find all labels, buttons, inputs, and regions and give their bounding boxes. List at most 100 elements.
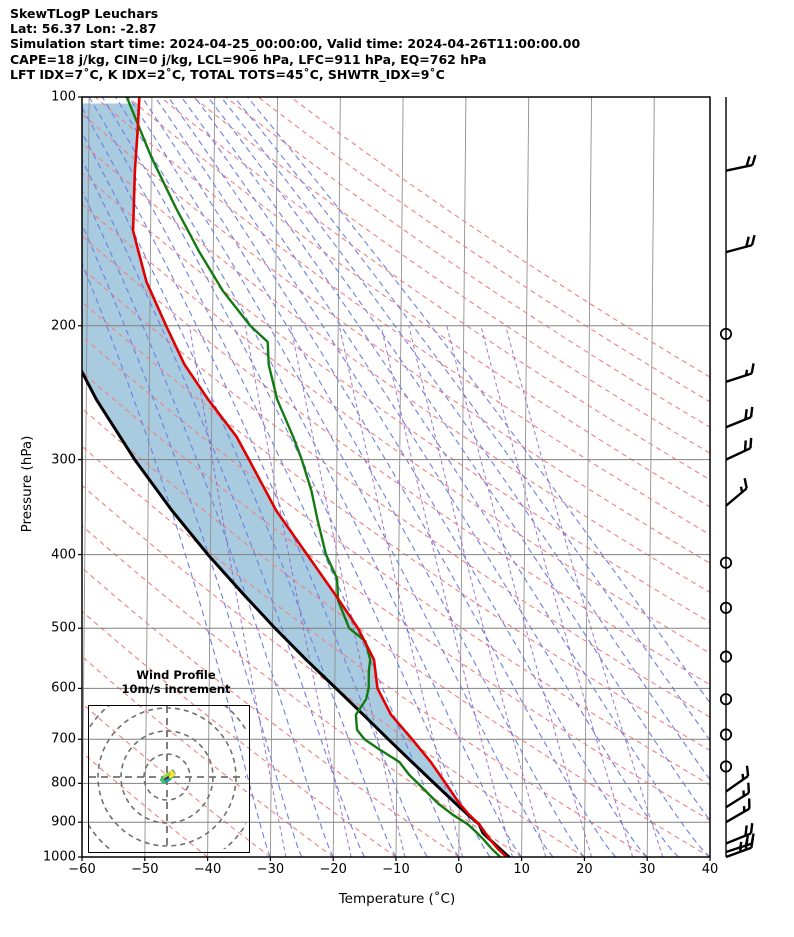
y-tick-label-600: 600: [51, 680, 76, 696]
wind-barb-237: [725, 363, 755, 383]
header-location: Lat: 56.37 Lon: -2.87: [10, 21, 157, 37]
y-tick-label-100: 100: [51, 89, 76, 105]
x-tick-label-40: 40: [701, 862, 719, 877]
wind-barb-860: [725, 782, 751, 809]
wind-barb-690: [719, 728, 733, 741]
barb-shaft: [725, 163, 753, 172]
moist-adiabat--30: [82, 261, 271, 857]
isotherm--60: [82, 97, 90, 857]
isotherm--10: [395, 97, 404, 857]
dry-adiabat-100: [82, 203, 710, 654]
cape-shaded-region: [82, 103, 480, 825]
hodograph-title: Wind Profile 10m/s increment: [96, 668, 256, 696]
x-tick-label--30: −30: [256, 862, 285, 877]
dry-adiabat-lines: [82, 97, 710, 857]
calm-circle-icon: [719, 601, 733, 614]
header-indices-2: LFT IDX=7˚C, K IDX=2˚C, TOTAL TOTS=45˚C,…: [10, 66, 445, 82]
dry-adiabat-90: [82, 235, 710, 686]
dry-adiabat-160: [160, 97, 710, 481]
barb-half: [741, 773, 745, 780]
y-tick-label-300: 300: [51, 452, 76, 468]
mixing-ratio-10: [408, 325, 547, 857]
dry-adiabat-140: [95, 97, 710, 536]
moist-adiabat-45: [207, 97, 710, 822]
cape-area: [82, 103, 480, 825]
dry-adiabat-50: [82, 371, 710, 822]
hodo-segment-17: [169, 772, 176, 779]
barb-flag: [745, 765, 750, 777]
barb-shaft: [725, 842, 753, 854]
wind-barb-column: [719, 154, 757, 859]
header-title: SkewTLogP Leuchars: [10, 6, 159, 21]
figure-header: SkewTLogP Leuchars Lat: 56.37 Lon: -2.87…: [10, 6, 770, 82]
calm-circle-icon: [719, 728, 733, 741]
y-tick-label-400: 400: [51, 547, 76, 563]
moist-adiabat--25: [82, 223, 303, 857]
moist-adiabat--5: [82, 106, 428, 857]
wind-barb-470: [719, 601, 733, 614]
calm-circle-icon: [719, 556, 733, 569]
y-tick-label-500: 500: [51, 620, 76, 636]
barb-half: [744, 369, 749, 376]
barb-flag: [750, 234, 756, 246]
moist-adiabat-lines: [82, 97, 710, 857]
x-tick-label-10: 10: [513, 862, 530, 877]
x-tick-label--40: −40: [193, 862, 222, 877]
calm-circle-icon: [719, 650, 733, 663]
barb-flag: [744, 825, 748, 836]
isotherm--40: [207, 97, 216, 857]
dry-adiabat-60: [82, 335, 710, 786]
barb-flag: [743, 478, 748, 489]
wind-barb-272: [725, 406, 754, 429]
isotherm-30: [646, 97, 655, 857]
header-times: Simulation start time: 2024-04-25_00:00:…: [10, 36, 581, 52]
dry-adiabat-40: [82, 407, 710, 857]
moist-adiabat-0: [88, 97, 460, 857]
y-tick-label-200: 200: [51, 318, 76, 334]
hodograph-title-line1: Wind Profile: [136, 668, 216, 682]
x-axis-title: Temperature (˚C): [338, 891, 456, 907]
isobar-lines: [82, 97, 710, 857]
x-tick-label--50: −50: [131, 862, 159, 877]
sounding-profiles: [82, 97, 511, 857]
x-tick-label-0: 0: [454, 862, 463, 877]
moist-adiabat--20: [82, 189, 334, 857]
moist-adiabat--15: [82, 158, 366, 857]
barb-shaft: [725, 487, 748, 507]
y-tick-label-900: 900: [51, 814, 76, 830]
moist-adiabat-35: [180, 97, 679, 857]
calm-circle-icon: [719, 693, 733, 706]
mixing-ratio-7: [380, 325, 513, 857]
hodograph-title-line2: 10m/s increment: [121, 682, 231, 696]
wind-barb-410: [719, 556, 733, 569]
profile-dewpoint: [125, 97, 502, 857]
mixing-ratio-4: [338, 325, 464, 857]
wind-barb-900: [725, 798, 751, 824]
wind-barb-545: [719, 650, 733, 663]
barb-half: [739, 486, 744, 493]
barb-shaft: [725, 416, 752, 429]
dry-adiabat-20: [82, 484, 585, 857]
wind-barb-985: [725, 833, 755, 854]
calm-circle-icon: [719, 327, 733, 341]
dry-adiabat-200: [290, 97, 710, 378]
barb-shaft: [725, 775, 749, 793]
x-tick-label-30: 30: [638, 862, 656, 877]
dry-adiabat--30: [82, 702, 271, 857]
x-tick-label-20: 20: [576, 862, 593, 877]
wind-barb-205: [719, 327, 733, 341]
hodograph-inset: [88, 705, 250, 853]
profile-temperature: [131, 97, 508, 857]
mixing-ratio-16: [446, 325, 593, 857]
wind-barb-345: [725, 478, 748, 507]
y-tick-label-700: 700: [51, 731, 76, 747]
wind-barb-820: [725, 765, 750, 793]
moist-adiabat-55: [233, 97, 710, 742]
plot-frame: [78, 96, 727, 861]
wind-barb-960: [725, 823, 754, 845]
barb-shaft: [725, 243, 753, 254]
wind-barb-300: [725, 437, 753, 461]
wind-barb-620: [719, 693, 733, 706]
dry-adiabat-30: [82, 445, 648, 857]
